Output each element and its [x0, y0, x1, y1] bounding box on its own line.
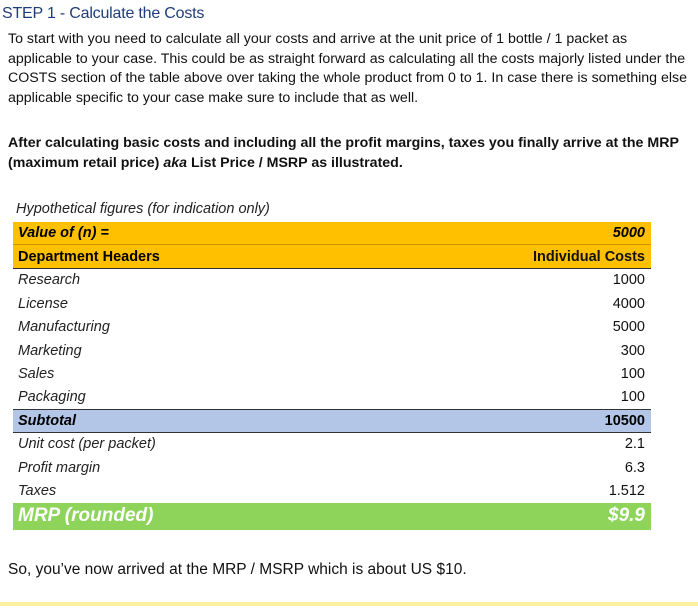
- table-row: Manufacturing 5000: [13, 316, 651, 339]
- cost-value: 1000: [612, 272, 645, 289]
- table-row: License 4000: [13, 292, 651, 315]
- n-label: Value of (n) =: [18, 225, 109, 242]
- step-title: STEP 1 - Calculate the Costs: [2, 5, 205, 22]
- extra-label: Taxes: [18, 482, 57, 499]
- extra-label: Unit cost (per packet): [18, 436, 156, 453]
- cost-label: Research: [18, 272, 81, 289]
- cost-label: Sales: [18, 366, 55, 383]
- subtotal-value: 10500: [604, 412, 645, 429]
- cost-label: License: [18, 295, 68, 312]
- n-value-row: Value of (n) = 5000: [13, 222, 651, 246]
- mrp-row: MRP (rounded) $9.9: [13, 502, 651, 530]
- subtotal-row: Subtotal 10500: [13, 409, 651, 433]
- summary-text-aka: aka: [163, 155, 188, 171]
- intro-paragraph: To start with you need to calculate all …: [8, 31, 688, 106]
- table-row: Packaging 100: [13, 386, 651, 409]
- subtotal-label: Subtotal: [18, 412, 76, 429]
- table-row: Taxes 1.512: [13, 479, 651, 502]
- cost-value: 5000: [612, 319, 645, 336]
- table-row: Marketing 300: [13, 339, 651, 362]
- conclusion-text: So, you’ve now arrived at the MRP / MSRP…: [8, 561, 467, 578]
- summary-text-part1: After calculating basic costs and includ…: [8, 135, 679, 171]
- table-row: Unit cost (per packet) 2.1: [13, 433, 651, 456]
- mrp-value: $9.9: [608, 505, 645, 527]
- summary-text-part2: List Price / MSRP as illustrated.: [187, 155, 403, 171]
- table-row: Profit margin 6.3: [13, 456, 651, 479]
- cost-label: Marketing: [18, 342, 82, 359]
- cost-value: 100: [620, 366, 645, 383]
- extra-value: 2.1: [624, 436, 645, 453]
- summary-paragraph: After calculating basic costs and includ…: [8, 133, 692, 173]
- header-department: Department Headers: [18, 248, 160, 265]
- extra-value: 6.3: [624, 459, 645, 476]
- table-caption: Hypothetical figures (for indication onl…: [16, 201, 270, 217]
- cost-label: Manufacturing: [18, 319, 110, 336]
- cost-value: 100: [620, 389, 645, 406]
- n-value: 5000: [612, 225, 645, 242]
- cost-label: Packaging: [18, 389, 86, 406]
- cost-value: 4000: [612, 295, 645, 312]
- table-row: Research 1000: [13, 269, 651, 292]
- extra-label: Profit margin: [18, 459, 101, 476]
- bottom-divider: [0, 602, 698, 606]
- header-costs: Individual Costs: [533, 248, 645, 265]
- cost-table: Value of (n) = 5000 Department Headers I…: [13, 222, 651, 530]
- cost-value: 300: [620, 342, 645, 359]
- mrp-label: MRP (rounded): [18, 505, 154, 527]
- table-header-row: Department Headers Individual Costs: [13, 245, 651, 269]
- table-row: Sales 100: [13, 362, 651, 385]
- extra-value: 1.512: [608, 482, 645, 499]
